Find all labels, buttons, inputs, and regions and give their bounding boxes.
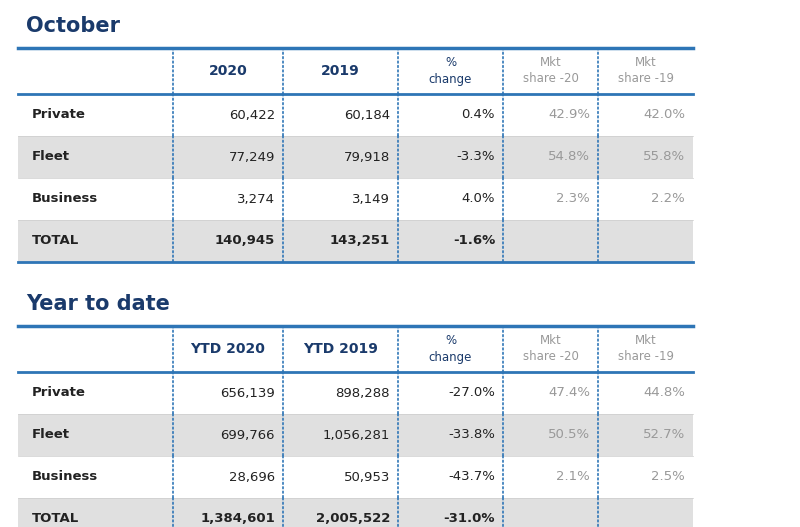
Text: 656,139: 656,139 [220, 386, 275, 399]
Text: Mkt
share -19: Mkt share -19 [618, 335, 674, 364]
Text: Fleet: Fleet [32, 151, 70, 163]
Text: YTD 2019: YTD 2019 [303, 342, 378, 356]
Text: 898,288: 898,288 [335, 386, 390, 399]
Text: TOTAL: TOTAL [32, 512, 79, 525]
Text: Mkt
share -19: Mkt share -19 [618, 56, 674, 85]
Text: 52.7%: 52.7% [642, 428, 685, 442]
Text: -31.0%: -31.0% [443, 512, 495, 525]
Text: 2019: 2019 [321, 64, 360, 78]
Text: Business: Business [32, 192, 98, 206]
Text: 143,251: 143,251 [330, 235, 390, 248]
Text: Year to date: Year to date [26, 294, 170, 314]
Bar [18, 220, 693, 262]
Text: 2,005,522: 2,005,522 [316, 512, 390, 525]
Text: 54.8%: 54.8% [548, 151, 590, 163]
Bar [18, 372, 693, 414]
Text: %
change: % change [429, 56, 472, 85]
Text: 140,945: 140,945 [214, 235, 275, 248]
Text: 42.9%: 42.9% [548, 109, 590, 122]
Text: 2.5%: 2.5% [651, 471, 685, 483]
Text: TOTAL: TOTAL [32, 235, 79, 248]
Text: 44.8%: 44.8% [643, 386, 685, 399]
Text: Mkt
share -20: Mkt share -20 [522, 56, 578, 85]
Text: Private: Private [32, 386, 86, 399]
Text: 79,918: 79,918 [344, 151, 390, 163]
Text: 50,953: 50,953 [344, 471, 390, 483]
Text: 42.0%: 42.0% [643, 109, 685, 122]
Text: -1.6%: -1.6% [453, 235, 495, 248]
Text: Private: Private [32, 109, 86, 122]
Text: %
change: % change [429, 335, 472, 364]
Bar [18, 178, 693, 220]
Text: 47.4%: 47.4% [548, 386, 590, 399]
Text: October: October [26, 16, 120, 36]
Text: 55.8%: 55.8% [643, 151, 685, 163]
Text: 699,766: 699,766 [221, 428, 275, 442]
Text: 28,696: 28,696 [229, 471, 275, 483]
Text: 3,149: 3,149 [352, 192, 390, 206]
Text: 2.3%: 2.3% [556, 192, 590, 206]
Text: 77,249: 77,249 [229, 151, 275, 163]
Text: Business: Business [32, 471, 98, 483]
Text: -3.3%: -3.3% [457, 151, 495, 163]
Text: 3,274: 3,274 [237, 192, 275, 206]
Text: 1,056,281: 1,056,281 [322, 428, 390, 442]
Text: 1,384,601: 1,384,601 [200, 512, 275, 525]
Text: Mkt
share -20: Mkt share -20 [522, 335, 578, 364]
Text: -43.7%: -43.7% [448, 471, 495, 483]
Text: 50.5%: 50.5% [548, 428, 590, 442]
Text: 2.2%: 2.2% [651, 192, 685, 206]
Bar [18, 94, 693, 136]
Text: 60,422: 60,422 [229, 109, 275, 122]
Text: -27.0%: -27.0% [448, 386, 495, 399]
Text: 2020: 2020 [209, 64, 247, 78]
Text: -33.8%: -33.8% [448, 428, 495, 442]
Bar [18, 136, 693, 178]
Bar [18, 456, 693, 498]
Bar [18, 498, 693, 527]
Text: Fleet: Fleet [32, 428, 70, 442]
Text: 0.4%: 0.4% [462, 109, 495, 122]
Text: 4.0%: 4.0% [462, 192, 495, 206]
Text: 60,184: 60,184 [344, 109, 390, 122]
Text: YTD 2020: YTD 2020 [190, 342, 266, 356]
Text: 2.1%: 2.1% [556, 471, 590, 483]
Bar [18, 414, 693, 456]
